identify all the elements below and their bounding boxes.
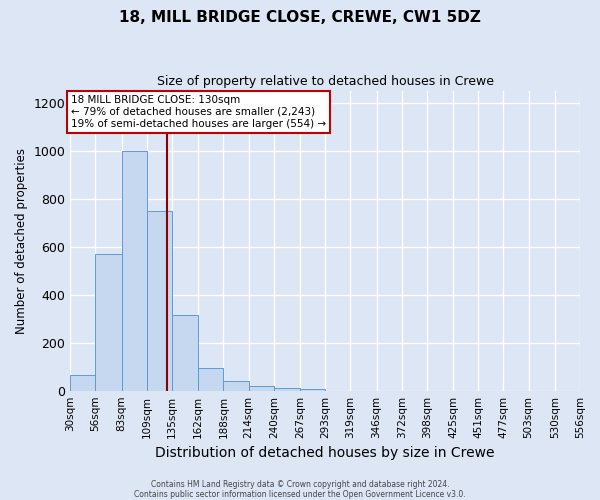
- Text: 18 MILL BRIDGE CLOSE: 130sqm
← 79% of detached houses are smaller (2,243)
19% of: 18 MILL BRIDGE CLOSE: 130sqm ← 79% of de…: [71, 96, 326, 128]
- Bar: [198, 368, 223, 390]
- Text: 18, MILL BRIDGE CLOSE, CREWE, CW1 5DZ: 18, MILL BRIDGE CLOSE, CREWE, CW1 5DZ: [119, 10, 481, 25]
- Bar: [70, 375, 95, 390]
- Bar: [274, 388, 300, 390]
- X-axis label: Distribution of detached houses by size in Crewe: Distribution of detached houses by size …: [155, 446, 495, 460]
- Bar: [95, 254, 122, 390]
- Text: Contains HM Land Registry data © Crown copyright and database right 2024.
Contai: Contains HM Land Registry data © Crown c…: [134, 480, 466, 499]
- Bar: [122, 150, 147, 390]
- Y-axis label: Number of detached properties: Number of detached properties: [15, 148, 28, 334]
- Bar: [147, 210, 172, 390]
- Bar: [248, 386, 274, 390]
- Bar: [172, 315, 198, 390]
- Bar: [223, 381, 248, 390]
- Title: Size of property relative to detached houses in Crewe: Size of property relative to detached ho…: [157, 75, 494, 88]
